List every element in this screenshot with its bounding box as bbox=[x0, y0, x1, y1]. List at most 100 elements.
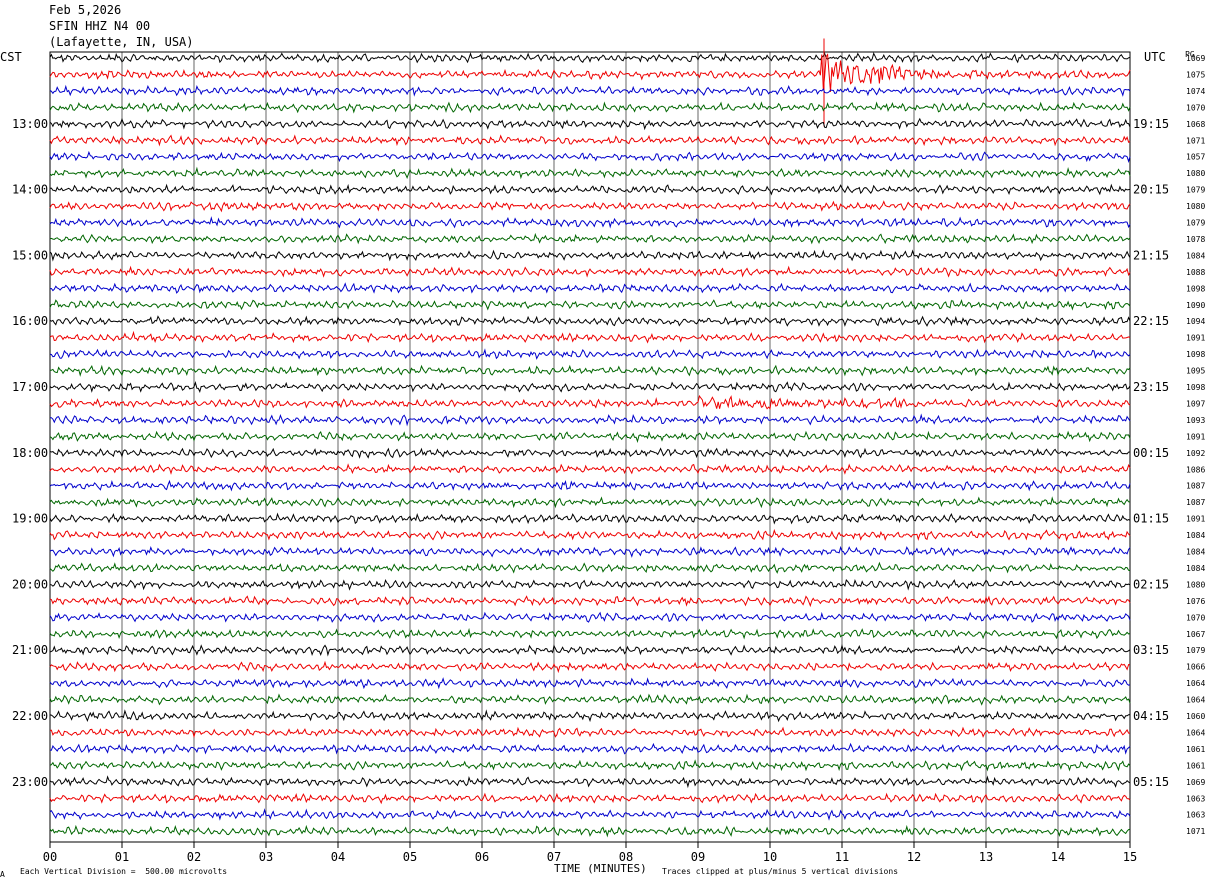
row-value-label: 1067 bbox=[1186, 630, 1205, 639]
row-value-label: 1088 bbox=[1186, 268, 1205, 277]
row-value-label: 1068 bbox=[1186, 120, 1205, 129]
x-tick-label: 15 bbox=[1123, 850, 1137, 864]
row-value-label: 1079 bbox=[1186, 186, 1205, 195]
trace-row-1 bbox=[49, 53, 1131, 92]
trace-row-27 bbox=[49, 496, 1131, 509]
row-value-label: 1098 bbox=[1186, 350, 1205, 359]
row-value-label: 1098 bbox=[1186, 383, 1205, 392]
row-value-label: 1091 bbox=[1186, 515, 1205, 524]
row-value-label: 1080 bbox=[1186, 580, 1205, 589]
row-value-label: 1090 bbox=[1186, 301, 1205, 310]
row-value-label: 1061 bbox=[1186, 745, 1205, 754]
row-value-label: 1071 bbox=[1186, 827, 1205, 836]
header-date: Feb 5,2026 bbox=[49, 3, 122, 17]
row-value-label: 1074 bbox=[1186, 87, 1205, 96]
trace-row-32 bbox=[49, 578, 1131, 591]
trace-row-25 bbox=[49, 463, 1131, 475]
trace-row-31 bbox=[49, 561, 1131, 574]
trace-row-46 bbox=[49, 808, 1131, 821]
row-value-label: 1084 bbox=[1186, 548, 1205, 557]
row-value-label: 1064 bbox=[1186, 679, 1205, 688]
trace-row-10 bbox=[49, 216, 1131, 229]
row-value-label: 1092 bbox=[1186, 449, 1205, 458]
cst-hour-label: 21:00 bbox=[12, 643, 48, 657]
utc-hour-label: 23:15 bbox=[1133, 380, 1169, 394]
row-value-label: 1091 bbox=[1186, 432, 1205, 441]
trace-row-9 bbox=[49, 200, 1131, 213]
cst-hour-label: 13:00 bbox=[12, 117, 48, 131]
trace-row-17 bbox=[49, 330, 1131, 344]
trace-row-12 bbox=[49, 249, 1131, 262]
trace-row-37 bbox=[49, 660, 1131, 674]
utc-hour-label: 19:15 bbox=[1133, 117, 1169, 131]
plot-frame bbox=[49, 51, 1131, 843]
row-value-label: 1080 bbox=[1186, 169, 1205, 178]
x-tick-label: 05 bbox=[403, 850, 417, 864]
row-value-label: 1064 bbox=[1186, 728, 1205, 737]
trace-row-4 bbox=[49, 117, 1131, 131]
row-value-label: 1063 bbox=[1186, 794, 1205, 803]
cst-hour-label: 19:00 bbox=[12, 512, 48, 526]
trace-row-13 bbox=[49, 265, 1131, 278]
x-tick-label: 11 bbox=[835, 850, 849, 864]
utc-hour-label: 02:15 bbox=[1133, 577, 1169, 591]
cst-axis-label: CST bbox=[0, 50, 22, 64]
row-value-label: 1071 bbox=[1186, 136, 1205, 145]
trace-row-24 bbox=[49, 447, 1131, 459]
trace-row-30 bbox=[49, 545, 1131, 558]
row-value-label: 1087 bbox=[1186, 498, 1205, 507]
row-value-label: 1069 bbox=[1186, 54, 1205, 63]
row-value-label: 1087 bbox=[1186, 482, 1205, 491]
trace-row-7 bbox=[49, 166, 1131, 180]
trace-row-40 bbox=[49, 709, 1131, 723]
row-value-label: 1091 bbox=[1186, 334, 1205, 343]
trace-row-43 bbox=[49, 759, 1131, 772]
cst-hour-label: 18:00 bbox=[12, 446, 48, 460]
trace-row-36 bbox=[49, 643, 1131, 657]
trace-row-38 bbox=[49, 677, 1131, 690]
trace-row-22 bbox=[50, 413, 1131, 427]
trace-row-2 bbox=[49, 84, 1131, 97]
trace-row-20 bbox=[49, 380, 1131, 394]
utc-hour-label: 01:15 bbox=[1133, 512, 1169, 526]
scale-note: Each Vertical Division = 500.00 microvol… bbox=[20, 867, 228, 876]
row-value-label: 1079 bbox=[1186, 219, 1205, 228]
cst-hour-label: 16:00 bbox=[12, 314, 48, 328]
x-tick-label: 08 bbox=[619, 850, 633, 864]
row-value-label: 1080 bbox=[1186, 202, 1205, 211]
x-tick-label: 07 bbox=[547, 850, 561, 864]
trace-row-21 bbox=[49, 394, 1131, 410]
row-value-label: 1078 bbox=[1186, 235, 1205, 244]
trace-row-44 bbox=[49, 775, 1131, 789]
trace-row-39 bbox=[49, 693, 1131, 706]
row-value-label: 1070 bbox=[1186, 103, 1205, 112]
trace-row-42 bbox=[49, 742, 1131, 755]
trace-row-45 bbox=[49, 792, 1131, 805]
x-tick-label: 10 bbox=[763, 850, 777, 864]
row-value-label: 1066 bbox=[1186, 663, 1205, 672]
row-value-label: 1097 bbox=[1186, 399, 1205, 408]
row-value-label: 1095 bbox=[1186, 367, 1205, 376]
utc-hour-label: 03:15 bbox=[1133, 643, 1169, 657]
utc-hour-label: 22:15 bbox=[1133, 314, 1169, 328]
utc-hour-label: 04:15 bbox=[1133, 709, 1169, 723]
x-tick-label: 09 bbox=[691, 850, 705, 864]
x-axis-label: TIME (MINUTES) bbox=[554, 862, 647, 875]
trace-row-29 bbox=[49, 528, 1131, 542]
x-tick-label: 13 bbox=[979, 850, 993, 864]
row-value-label: 1061 bbox=[1186, 761, 1205, 770]
utc-hour-label: 21:15 bbox=[1133, 248, 1169, 262]
utc-hour-label: 20:15 bbox=[1133, 183, 1169, 197]
x-tick-label: 02 bbox=[187, 850, 201, 864]
row-value-label: 1064 bbox=[1186, 696, 1205, 705]
row-value-label: 1076 bbox=[1186, 597, 1205, 606]
row-value-label: 1093 bbox=[1186, 416, 1205, 425]
row-value-label: 1063 bbox=[1186, 811, 1205, 820]
trace-row-34 bbox=[49, 611, 1131, 623]
x-tick-label: 06 bbox=[475, 850, 489, 864]
trace-row-41 bbox=[49, 726, 1131, 739]
trace-row-18 bbox=[49, 348, 1131, 360]
trace-row-28 bbox=[49, 512, 1131, 525]
cst-hour-label: 17:00 bbox=[12, 380, 48, 394]
trace-row-35 bbox=[49, 627, 1131, 640]
